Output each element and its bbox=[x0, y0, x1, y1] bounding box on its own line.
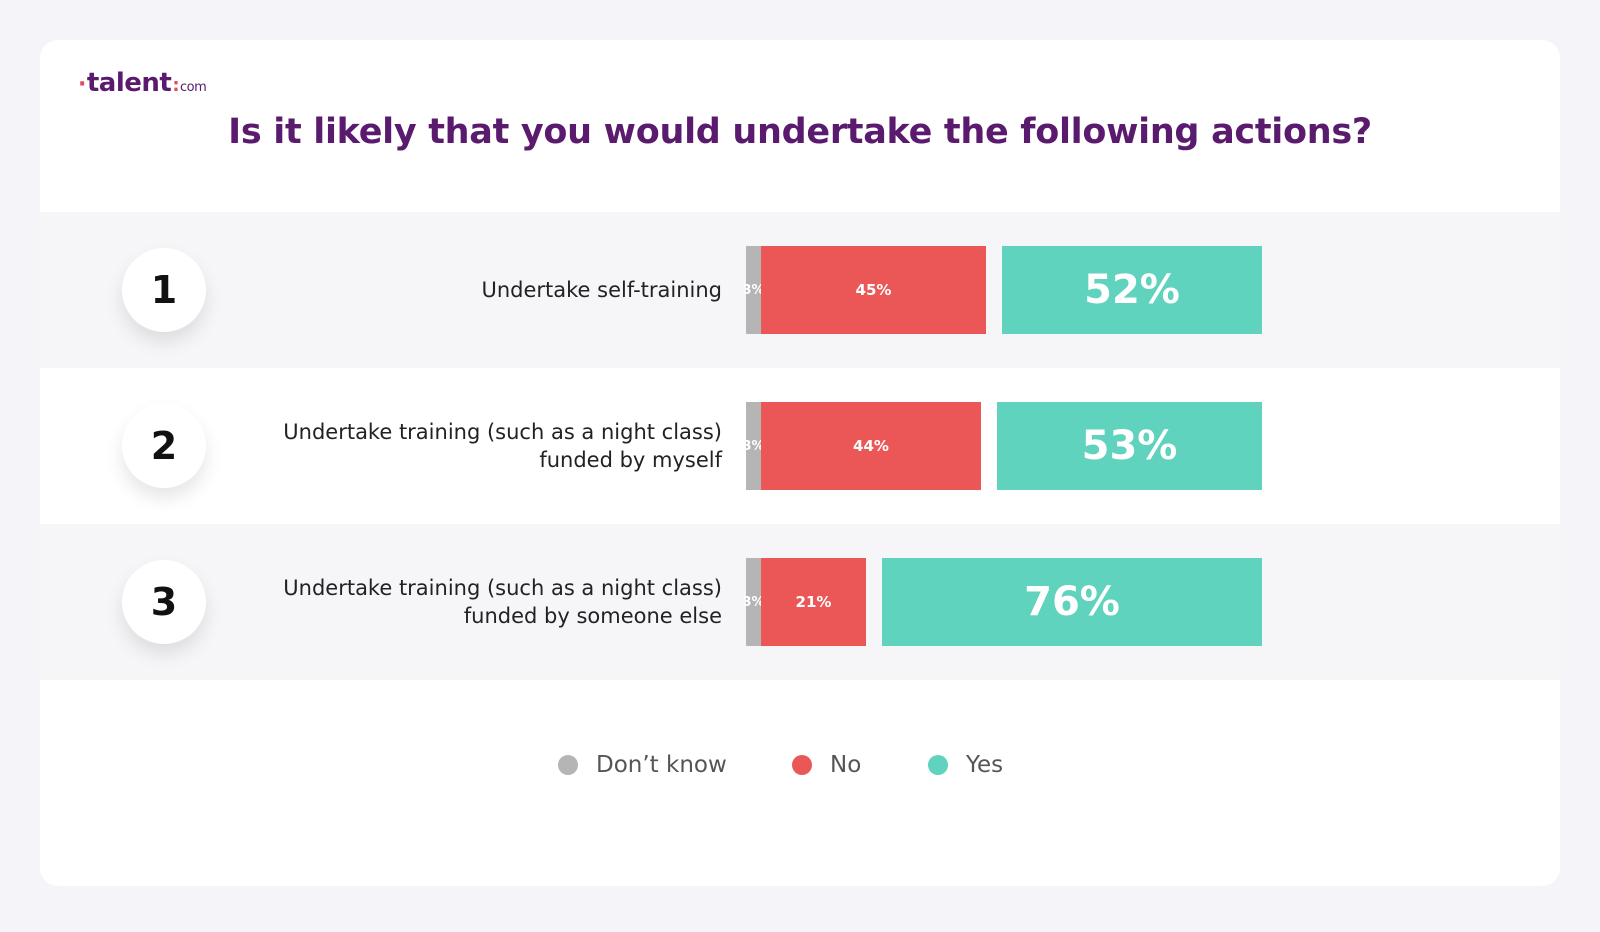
bar-dont-know: 3% bbox=[742, 558, 765, 646]
bar-yes: 53% bbox=[997, 402, 1262, 490]
chart-title: Is it likely that you would undertake th… bbox=[228, 112, 1372, 152]
data-label-yes: 52% bbox=[1084, 267, 1180, 313]
bar-dont-know: 3% bbox=[742, 402, 765, 490]
data-label-yes: 76% bbox=[1024, 579, 1120, 625]
legend-item-no: No bbox=[792, 752, 861, 778]
chart-row: 1 Undertake self-training 3% 45% 52% bbox=[40, 212, 1560, 368]
category-label: Undertake training (such as a night clas… bbox=[283, 420, 722, 472]
legend-swatch-dont-know bbox=[558, 755, 578, 775]
bar-dont-know: 3% bbox=[742, 246, 765, 334]
row-number-badge: 1 bbox=[122, 248, 206, 332]
legend-swatch-no bbox=[792, 755, 812, 775]
chart-row: 2 Undertake training (such as a night cla… bbox=[40, 368, 1560, 524]
row-number-badge: 2 bbox=[122, 404, 206, 488]
bar-no: 45% bbox=[761, 246, 986, 334]
data-label-yes: 53% bbox=[1081, 423, 1178, 469]
bar-no: 44% bbox=[761, 402, 981, 490]
bar-yes: 76% bbox=[882, 558, 1262, 646]
data-label-dont-know: 3% bbox=[742, 282, 765, 298]
chart-row: 3 Undertake training (such as a night cla… bbox=[40, 524, 1560, 680]
legend-label-yes: Yes bbox=[966, 752, 1004, 778]
data-label-dont-know: 3% bbox=[742, 594, 765, 610]
row-number-badge: 3 bbox=[122, 560, 206, 644]
talent-logo: · talent: com bbox=[78, 68, 207, 98]
data-label-no: 21% bbox=[795, 593, 832, 611]
chart-card: · talent: com Is it likely that you would … bbox=[40, 40, 1560, 886]
legend-swatch-yes bbox=[928, 755, 948, 775]
legend-item-dont-know: Don’t know bbox=[558, 752, 727, 778]
data-label-no: 45% bbox=[855, 281, 892, 299]
legend-label-dont-know: Don’t know bbox=[596, 752, 727, 778]
legend-label-no: No bbox=[830, 752, 862, 778]
category-label: Undertake training (such as a night clas… bbox=[283, 576, 722, 628]
category-label: Undertake self-training bbox=[481, 278, 722, 302]
bar-no: 21% bbox=[761, 558, 866, 646]
data-label-no: 44% bbox=[853, 437, 889, 455]
data-label-dont-know: 3% bbox=[742, 438, 765, 454]
bar-yes: 52% bbox=[1002, 246, 1262, 334]
legend-item-yes: Yes bbox=[928, 752, 1003, 778]
